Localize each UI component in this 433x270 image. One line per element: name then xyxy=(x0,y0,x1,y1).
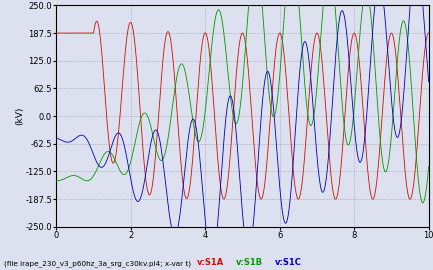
Y-axis label: (kV): (kV) xyxy=(15,107,24,125)
Text: v:S1A: v:S1A xyxy=(197,258,224,267)
Text: v:S1B: v:S1B xyxy=(236,258,263,267)
Text: (file irape_230_v3_p60hz_3a_srg_c30kv.pl4; x-var t): (file irape_230_v3_p60hz_3a_srg_c30kv.pl… xyxy=(4,261,196,267)
Text: v:S1C: v:S1C xyxy=(275,258,302,267)
